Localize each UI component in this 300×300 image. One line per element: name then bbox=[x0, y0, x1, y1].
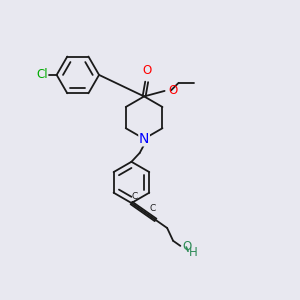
Text: Cl: Cl bbox=[37, 68, 48, 81]
Text: O: O bbox=[168, 84, 177, 97]
Text: C: C bbox=[131, 192, 137, 201]
Text: O: O bbox=[182, 240, 192, 253]
Text: C: C bbox=[150, 204, 156, 213]
Text: H: H bbox=[189, 246, 197, 259]
Text: O: O bbox=[142, 64, 151, 76]
Text: N: N bbox=[139, 132, 149, 146]
